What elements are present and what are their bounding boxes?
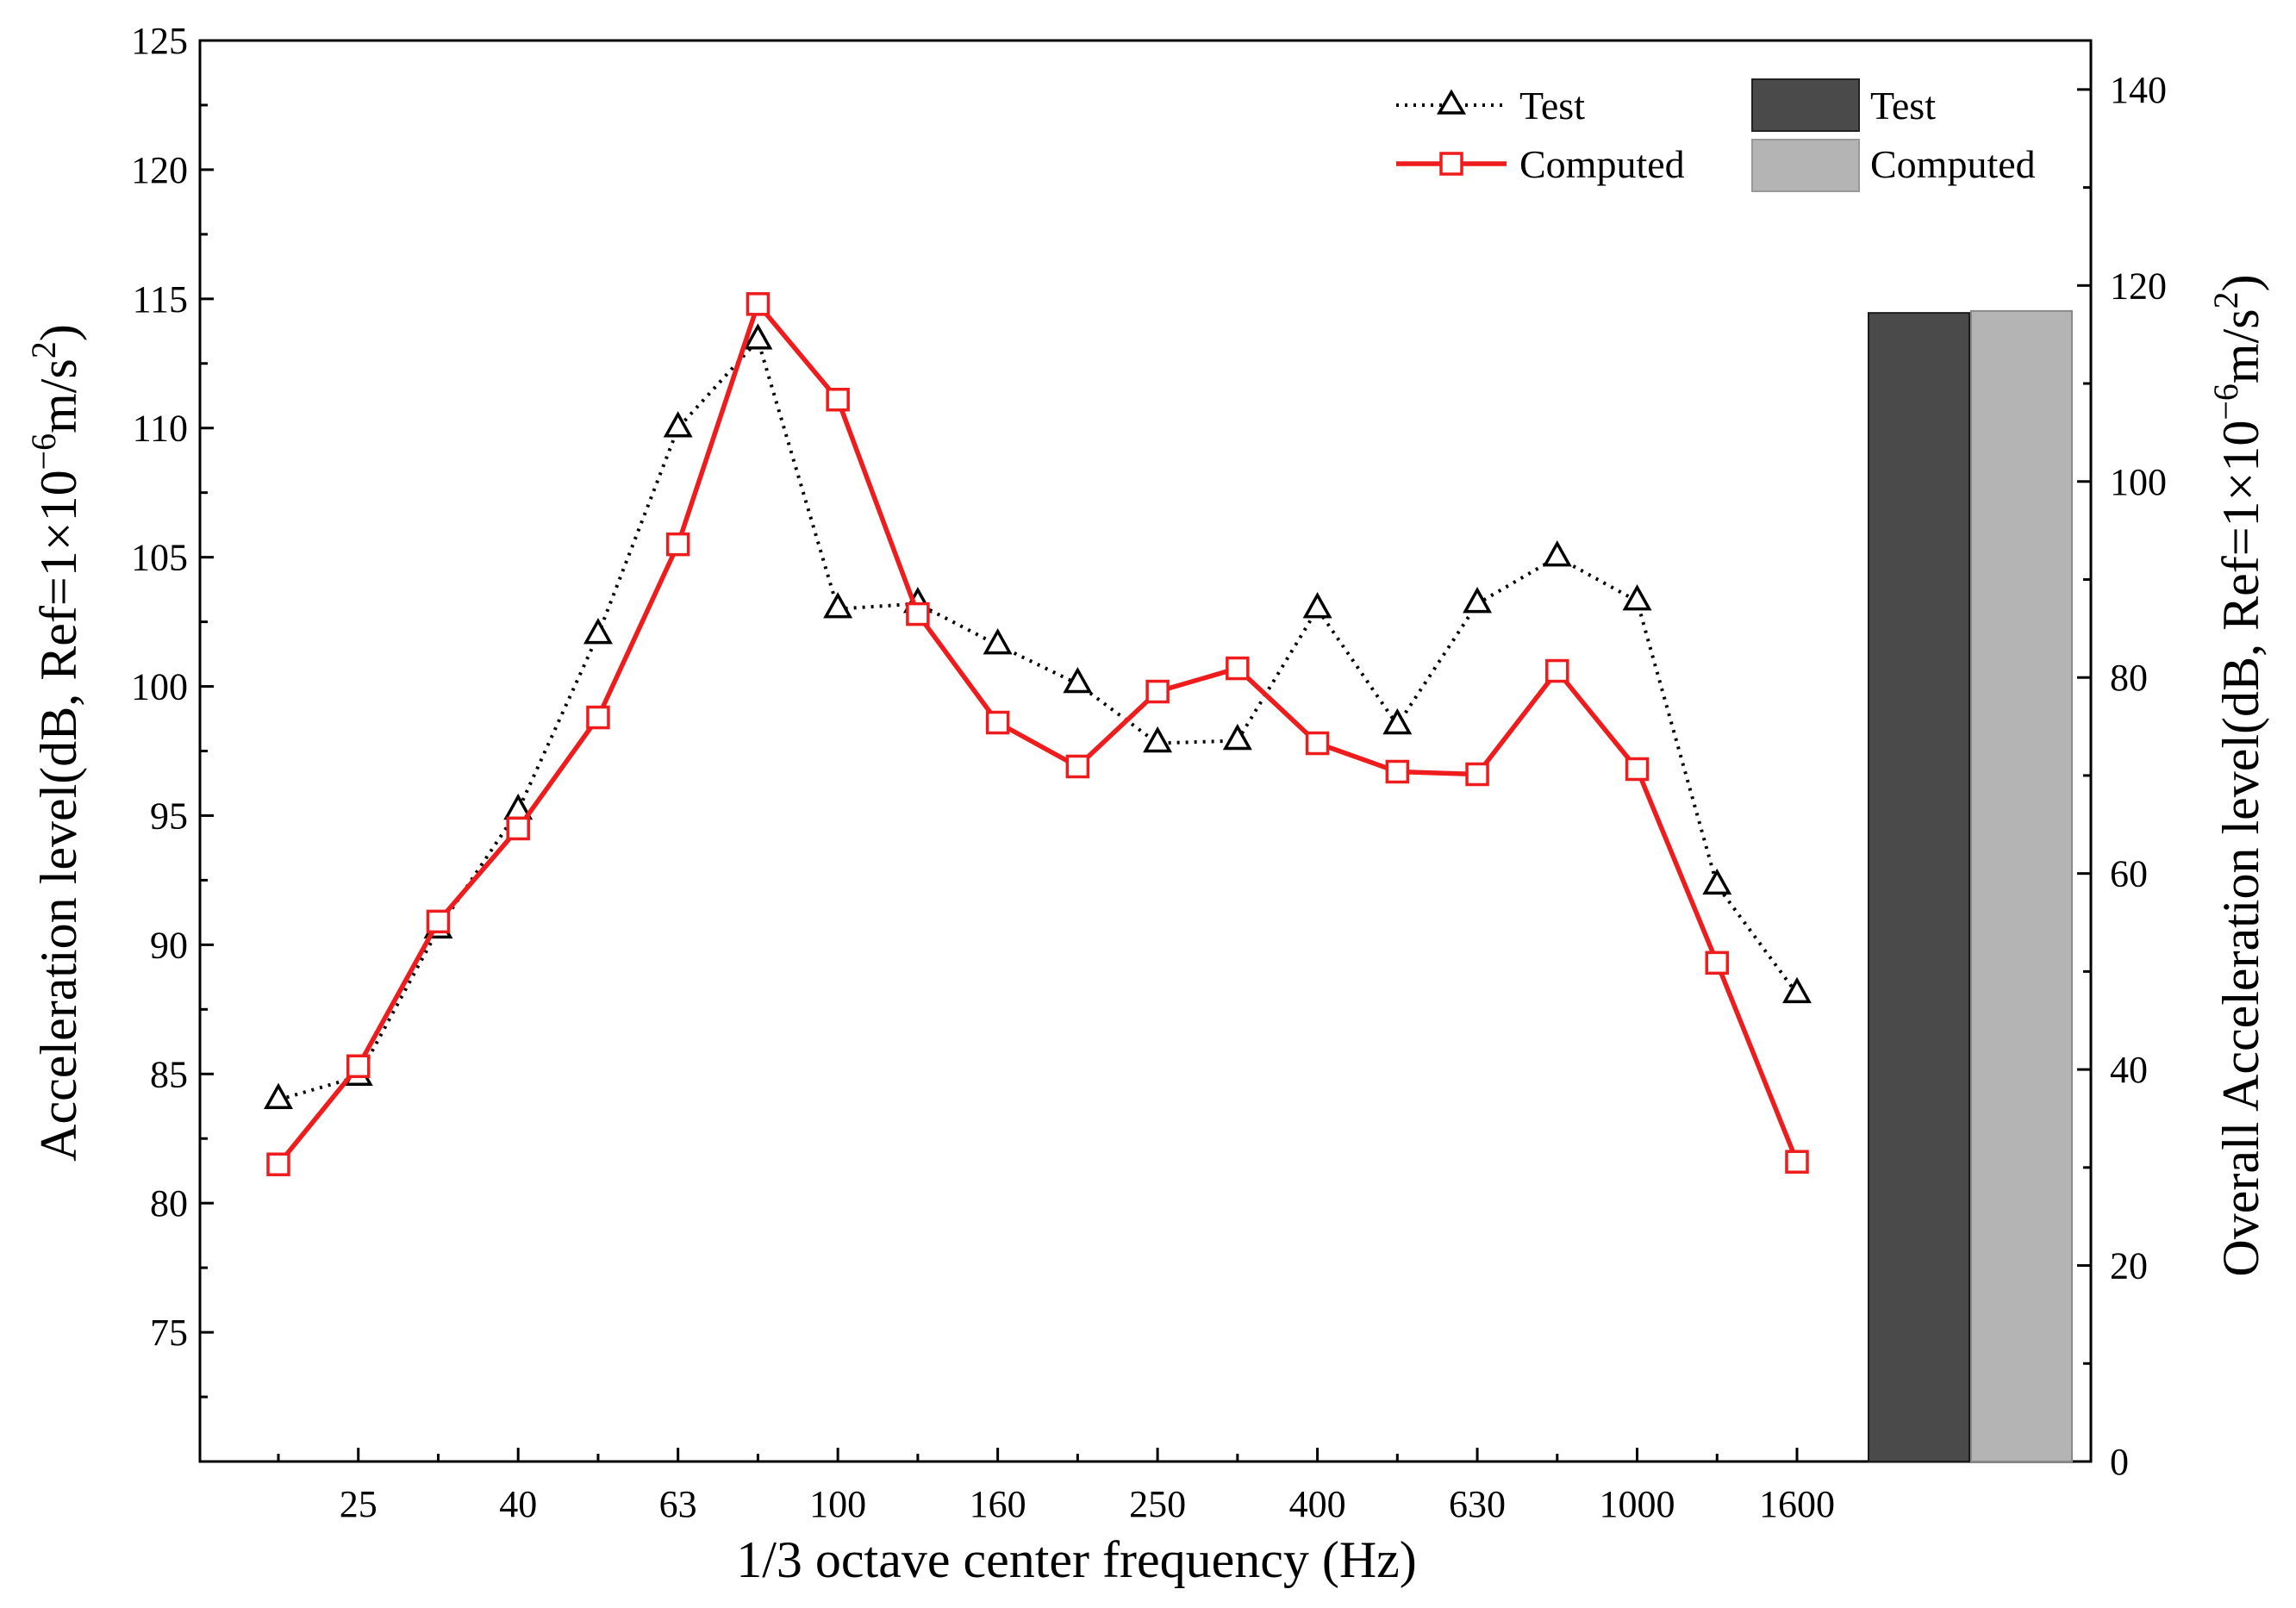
y2-tick-label: 40 (2110, 1049, 2148, 1091)
legend-test-marker (1436, 89, 1467, 115)
y2-axis-title: Overall Acceleration level(dB, Ref=1×10−… (2206, 274, 2269, 1276)
y-tick-label: 95 (150, 795, 188, 837)
y2-tick-label: 20 (2110, 1245, 2148, 1287)
legend-computed-marker (1439, 152, 1463, 176)
x-axis-title: 1/3 octave center frequency (Hz) (736, 1531, 1417, 1588)
data-point-computed (1145, 679, 1170, 704)
data-point-computed (506, 816, 530, 841)
y2-axis-title-unit: m/s (2212, 309, 2269, 383)
data-point-computed (1625, 757, 1650, 782)
y2-axis-title-close: ) (2212, 274, 2269, 291)
y-tick-label: 105 (131, 537, 188, 579)
y-tick-label: 110 (133, 408, 188, 450)
data-point-test (663, 411, 693, 438)
data-point-computed (1385, 759, 1410, 784)
data-point-test (983, 627, 1013, 655)
data-point-computed (586, 705, 610, 730)
x-tick-label: 630 (1449, 1483, 1506, 1525)
legend: Test Computed Test Computed (1396, 78, 2036, 192)
y2-tick-label: 120 (2110, 265, 2167, 307)
y2-axis-title-sq: 2 (2206, 291, 2245, 309)
data-point-test (1222, 723, 1252, 751)
y-tick-label: 100 (131, 666, 188, 708)
y2-tick-label: 140 (2110, 69, 2167, 111)
series-line-computed (276, 302, 1800, 1166)
data-point-test (1702, 868, 1732, 895)
data-point-test (1143, 726, 1173, 753)
series-line-test (278, 338, 1799, 1102)
data-point-computed (1785, 1150, 1809, 1174)
y-tick-label: 85 (150, 1053, 188, 1095)
x-tick-label: 25 (340, 1483, 377, 1525)
overall-bars-group (1868, 309, 2073, 1463)
data-point-test (583, 618, 613, 645)
data-point-computed (1465, 762, 1489, 787)
data-point-test (1302, 592, 1332, 619)
data-point-test (264, 1082, 293, 1110)
x-tick-label: 63 (659, 1483, 697, 1525)
y-tick-label: 120 (131, 149, 188, 191)
y2-axis-title-prefix: Overall Acceleration level(dB, Ref=1×10 (2212, 421, 2269, 1277)
x-tick-label: 250 (1129, 1483, 1186, 1525)
data-point-test (1063, 666, 1093, 694)
series-group (264, 292, 1812, 1176)
y-axis-title-unit: m/s (30, 358, 87, 433)
y2-tick-label: 100 (2110, 461, 2167, 503)
y-axis-title-prefix: Acceleration level(dB, Ref=1×10 (30, 470, 87, 1161)
y2-axis-title-exp: −6 (2206, 383, 2245, 421)
legend-bar-computed-swatch (1751, 139, 1860, 192)
data-point-computed (1305, 731, 1330, 756)
data-point-computed (746, 292, 771, 316)
y-axis-title-sq: 2 (24, 341, 63, 358)
y-tick-label: 80 (150, 1182, 188, 1225)
x-tick-label: 40 (499, 1483, 537, 1525)
legend-test-label: Test (1519, 84, 1585, 128)
data-point-computed (665, 532, 690, 557)
data-point-computed (906, 601, 930, 626)
data-point-computed (826, 387, 850, 412)
data-point-computed (266, 1152, 290, 1176)
tick-group: 75 80 85 90 95 100 105 110 115 120 125 0 20 40 60 80 100… (131, 20, 2167, 1525)
y-tick-label: 115 (133, 278, 188, 321)
y-tick-label: 75 (150, 1312, 188, 1354)
x-tick-label: 160 (970, 1483, 1026, 1525)
legend-bar-test-swatch (1751, 78, 1860, 132)
data-point-test (1382, 707, 1413, 735)
y-tick-label: 125 (131, 20, 188, 62)
x-tick-label: 400 (1289, 1483, 1346, 1525)
y-axis-title: Acceleration level(dB, Ref=1×10−6m/s2) (24, 324, 87, 1162)
y-axis-title-close: ) (30, 324, 87, 341)
overall-bar-test (1868, 312, 1970, 1463)
data-point-computed (1226, 656, 1250, 681)
data-point-computed (346, 1054, 371, 1079)
data-point-computed (426, 909, 451, 934)
y2-tick-label: 80 (2110, 657, 2148, 699)
data-point-computed (1065, 754, 1090, 779)
data-point-test (1782, 976, 1812, 1004)
data-point-test (1542, 540, 1572, 567)
data-point-computed (985, 710, 1010, 735)
y2-tick-label: 60 (2110, 853, 2148, 895)
legend-bar-test-label: Test (1870, 84, 1936, 128)
x-tick-label: 100 (809, 1483, 866, 1525)
legend-bar-computed-label: Computed (1870, 142, 2036, 186)
y2-tick-label: 0 (2110, 1441, 2129, 1483)
legend-computed-label: Computed (1519, 142, 1685, 186)
data-point-test (743, 323, 773, 350)
x-tick-label: 1000 (1600, 1483, 1675, 1525)
y-tick-label: 90 (150, 924, 188, 966)
x-tick-label: 1600 (1759, 1483, 1835, 1525)
data-point-test (1622, 584, 1652, 611)
data-point-test (1463, 587, 1493, 614)
data-point-test (823, 592, 853, 619)
y-axis-title-exp: −6 (24, 433, 63, 471)
data-point-computed (1545, 658, 1569, 683)
data-point-computed (1705, 950, 1730, 975)
overall-bar-computed (1970, 309, 2073, 1462)
